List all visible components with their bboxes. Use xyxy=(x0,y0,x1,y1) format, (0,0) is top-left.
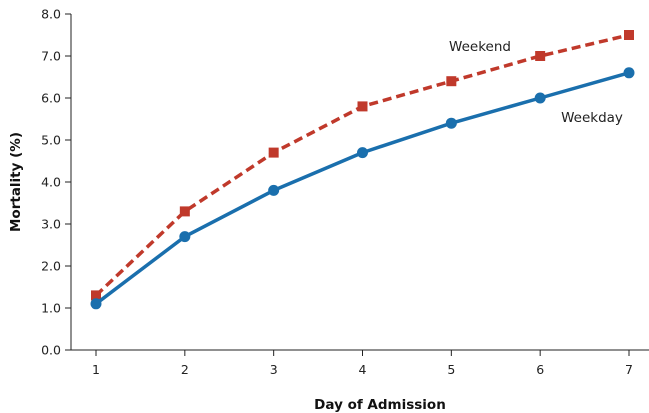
y-tick-label: 2.0 xyxy=(41,259,61,274)
y-axis-title: Mortality (%) xyxy=(8,132,24,232)
x-tick-label: 1 xyxy=(92,362,100,377)
weekday-marker xyxy=(179,231,191,243)
weekend-series-label: Weekend xyxy=(449,39,511,55)
y-tick-label: 4.0 xyxy=(41,175,61,190)
weekend-marker xyxy=(535,51,546,61)
weekend-marker xyxy=(91,290,101,301)
weekday-series-label: Weekday xyxy=(561,110,623,126)
y-ticks: 0.0 1.0 2.0 3.0 4.0 5.0 6.0 7.0 8.0 xyxy=(41,7,71,358)
x-axis-title: Day of Admission xyxy=(314,397,446,413)
weekday-marker xyxy=(534,92,546,104)
weekday-marker xyxy=(90,298,102,310)
x-tick-label: 5 xyxy=(447,362,455,377)
weekend-series xyxy=(91,30,634,301)
weekend-marker xyxy=(179,206,190,217)
y-tick-label: 6.0 xyxy=(41,91,61,106)
weekend-marker xyxy=(268,147,279,158)
weekday-series xyxy=(90,67,635,310)
x-tick-label: 3 xyxy=(270,362,278,377)
x-tick-label: 4 xyxy=(359,362,367,377)
x-tick-label: 6 xyxy=(536,362,544,377)
weekend-marker xyxy=(357,101,368,112)
x-tick-label: 2 xyxy=(181,362,189,377)
x-tick-label: 7 xyxy=(625,362,633,377)
weekday-marker xyxy=(268,184,280,196)
y-tick-label: 8.0 xyxy=(41,7,61,22)
series-layer xyxy=(90,30,635,310)
y-tick-label: 3.0 xyxy=(41,217,61,232)
weekday-marker xyxy=(357,147,368,159)
weekday-marker xyxy=(445,117,457,129)
weekend-marker xyxy=(446,76,457,87)
y-tick-label: 1.0 xyxy=(41,301,61,316)
y-tick-label: 5.0 xyxy=(41,133,61,148)
x-ticks: 1 2 3 4 5 6 7 xyxy=(92,350,633,377)
y-tick-label: 7.0 xyxy=(41,49,61,64)
axes xyxy=(70,14,649,351)
weekend-line xyxy=(94,33,630,297)
weekday-marker xyxy=(623,67,635,79)
y-tick-label: 0.0 xyxy=(41,343,61,358)
weekend-marker xyxy=(624,30,634,40)
